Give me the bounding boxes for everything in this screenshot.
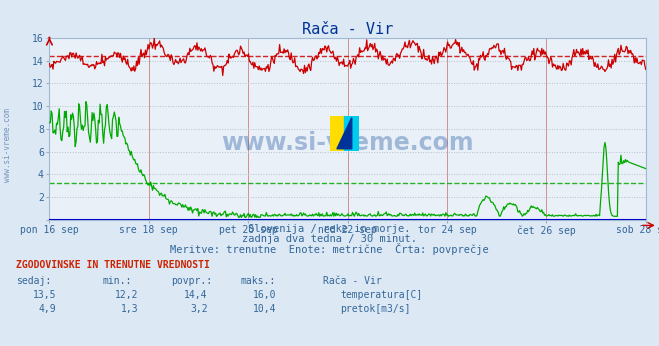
Title: Rača - Vir: Rača - Vir (302, 22, 393, 37)
Text: sedaj:: sedaj: (16, 276, 51, 286)
Text: Meritve: trenutne  Enote: metrične  Črta: povprečje: Meritve: trenutne Enote: metrične Črta: … (170, 243, 489, 255)
Bar (344, 116, 359, 151)
Text: ZGODOVINSKE IN TRENUTNE VREDNOSTI: ZGODOVINSKE IN TRENUTNE VREDNOSTI (16, 260, 210, 270)
Text: 4,9: 4,9 (38, 304, 56, 314)
Text: 1,3: 1,3 (121, 304, 138, 314)
Text: temperatura[C]: temperatura[C] (340, 290, 422, 300)
Polygon shape (337, 118, 352, 149)
Text: www.si-vreme.com: www.si-vreme.com (3, 108, 13, 182)
Text: 13,5: 13,5 (32, 290, 56, 300)
Text: povpr.:: povpr.: (171, 276, 212, 286)
Text: 10,4: 10,4 (253, 304, 277, 314)
Text: maks.:: maks.: (241, 276, 275, 286)
Text: 14,4: 14,4 (184, 290, 208, 300)
Text: 3,2: 3,2 (190, 304, 208, 314)
Text: min.:: min.: (102, 276, 132, 286)
Text: 16,0: 16,0 (253, 290, 277, 300)
Bar (330, 116, 344, 151)
Text: zadnja dva tedna / 30 minut.: zadnja dva tedna / 30 minut. (242, 234, 417, 244)
Text: Rača - Vir: Rača - Vir (323, 276, 382, 286)
Text: www.si-vreme.com: www.si-vreme.com (221, 131, 474, 155)
Text: Slovenija / reke in morje.: Slovenija / reke in morje. (248, 224, 411, 234)
Text: pretok[m3/s]: pretok[m3/s] (340, 304, 411, 314)
Text: 12,2: 12,2 (115, 290, 138, 300)
